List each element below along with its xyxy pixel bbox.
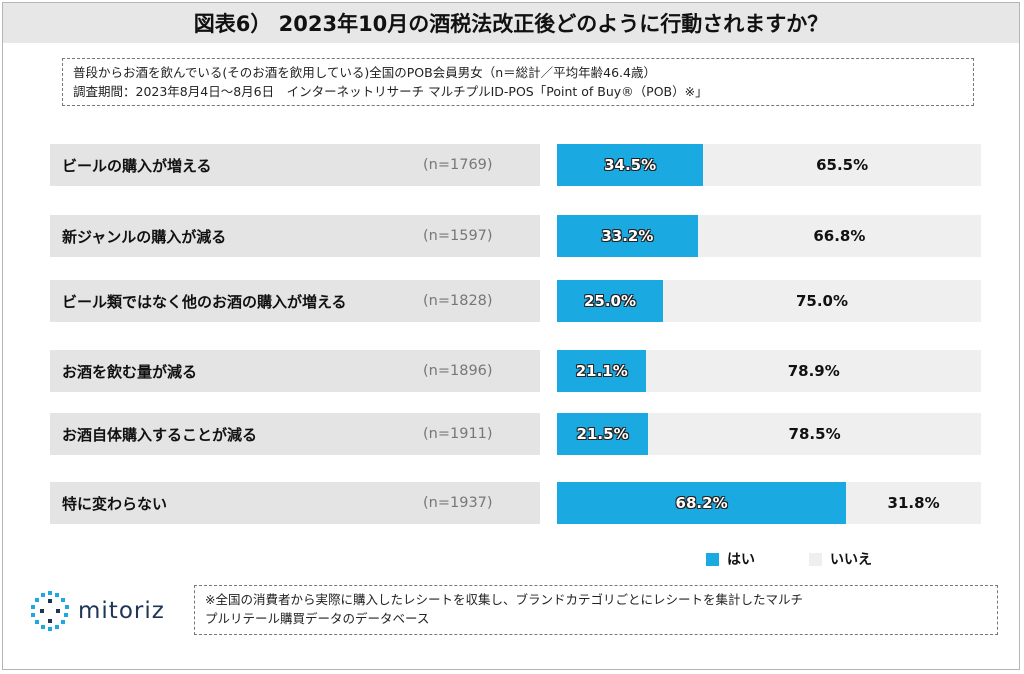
value-label-no: 78.5% bbox=[788, 425, 841, 443]
value-label-no: 65.5% bbox=[816, 156, 869, 174]
bar-track-no: 25.0% 75.0% bbox=[557, 280, 981, 322]
bar-yes bbox=[557, 482, 847, 524]
footnote-line-2: プルリテール購買データのデータベース bbox=[205, 611, 430, 626]
value-label-no: 75.0% bbox=[795, 292, 849, 310]
category-label: お酒を飲む量が減る bbox=[50, 350, 540, 392]
sample-size-label: (n=1597) bbox=[423, 228, 493, 244]
legend-item-no: いいえ bbox=[809, 549, 872, 569]
category-label: 新ジャンルの購入が減る bbox=[50, 215, 540, 257]
mitoriz-logo: mitoriz bbox=[28, 589, 165, 633]
legend-swatch-yes bbox=[706, 552, 719, 566]
survey-info-line-1: 普段からお酒を飲んでいる(そのお酒を飲用している)全国のPOB会員男女（n＝総計… bbox=[73, 65, 656, 80]
bar-track-no: 68.2% 31.8% bbox=[557, 482, 981, 524]
bar-yes bbox=[557, 215, 698, 257]
survey-info-line-2: 調査期間：2023年8月4日～8月6日 インターネットリサーチ マルチプルID-… bbox=[73, 84, 708, 99]
bar-track-no: 33.2% 66.8% bbox=[557, 215, 981, 257]
value-label-no: 66.8% bbox=[813, 227, 866, 245]
category-label: お酒自体購入することが減る bbox=[50, 413, 540, 455]
legend-label-yes: はい bbox=[727, 552, 755, 568]
value-label-no: 78.9% bbox=[787, 362, 840, 380]
value-label-yes: 34.5% bbox=[604, 156, 657, 174]
footnote-line-1: ※全国の消費者から実際に購入したレシートを収集し、ブランドカテゴリごとにレシート… bbox=[205, 592, 803, 607]
legend-label-no: いいえ bbox=[830, 552, 872, 568]
sample-size-label: (n=1828) bbox=[423, 293, 493, 309]
value-label-no: 31.8% bbox=[887, 494, 940, 512]
category-label: 特に変わらない bbox=[50, 482, 540, 524]
footnote-box: ※全国の消費者から実際に購入したレシートを収集し、ブランドカテゴリごとにレシート… bbox=[194, 585, 998, 635]
mitoriz-logo-icon bbox=[31, 591, 69, 631]
value-label-yes: 33.2% bbox=[601, 227, 654, 245]
bar-yes bbox=[557, 413, 649, 455]
value-label-yes: 68.2% bbox=[675, 494, 728, 512]
survey-info-box: 普段からお酒を飲んでいる(そのお酒を飲用している)全国のPOB会員男女（n＝総計… bbox=[62, 58, 974, 106]
bar-yes bbox=[557, 350, 647, 392]
bar-yes bbox=[557, 144, 704, 186]
value-label-yes: 21.1% bbox=[575, 362, 628, 380]
sample-size-label: (n=1896) bbox=[423, 363, 493, 379]
bar-track-no: 21.1% 78.9% bbox=[557, 350, 981, 392]
sample-size-label: (n=1769) bbox=[423, 157, 493, 173]
sample-size-label: (n=1911) bbox=[423, 426, 493, 442]
value-label-yes: 25.0% bbox=[583, 292, 637, 310]
bar-yes bbox=[557, 280, 663, 322]
mitoriz-logo-text: mitoriz bbox=[78, 598, 165, 624]
bar-track-no: 21.5% 78.5% bbox=[557, 413, 981, 455]
value-label-yes: 21.5% bbox=[576, 425, 629, 443]
category-label: ビール類ではなく他のお酒の購入が増える bbox=[50, 280, 540, 322]
category-label: ビールの購入が増える bbox=[50, 144, 540, 186]
bar-track-no: 34.5% 65.5% bbox=[557, 144, 981, 186]
sample-size-label: (n=1937) bbox=[423, 495, 493, 511]
legend-swatch-no bbox=[809, 552, 822, 566]
chart-title: 図表6） 2023年10月の酒税法改正後どのように行動されますか？ bbox=[3, 3, 1019, 43]
legend-item-yes: はい bbox=[706, 549, 755, 569]
